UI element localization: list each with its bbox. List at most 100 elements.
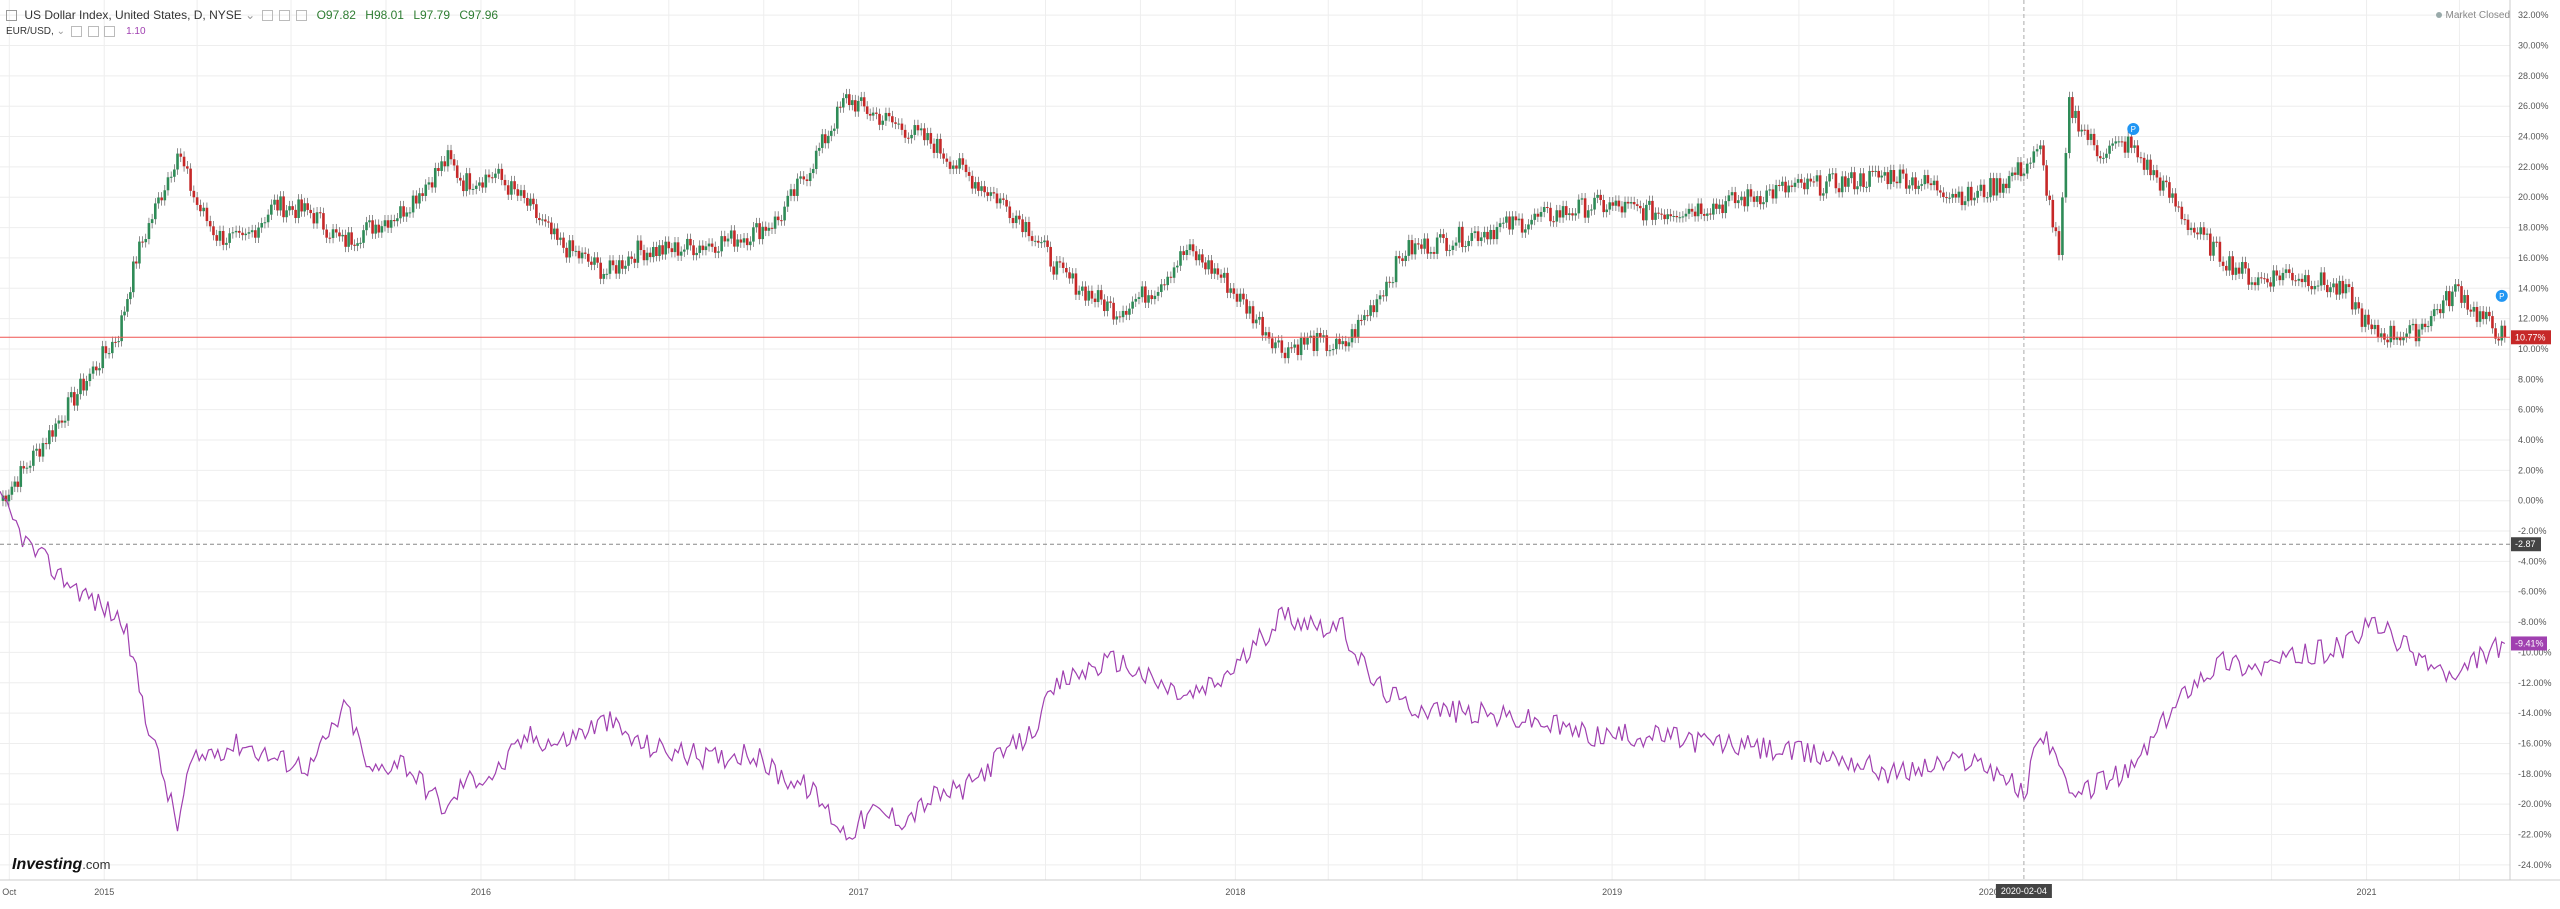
candle-body [1571, 213, 1574, 215]
candle-body [199, 205, 202, 211]
settings-icon[interactable] [279, 10, 290, 21]
y-tick-label: 24.00% [2518, 132, 2549, 142]
candle-body [1911, 177, 1914, 185]
y-tick-label: 4.00% [2518, 435, 2544, 445]
candle-body [384, 220, 387, 226]
candle-body [1345, 341, 1348, 346]
candle-body [1958, 192, 1961, 198]
candle-body [724, 236, 727, 241]
visibility-toggle-icon[interactable] [262, 10, 273, 21]
candle-body [2424, 324, 2427, 327]
candle-body [1186, 250, 1189, 255]
candle-body [578, 251, 581, 258]
y-tick-label: 16.00% [2518, 253, 2549, 263]
candle-body [2149, 160, 2152, 175]
collapse-icon[interactable] [6, 10, 17, 21]
candle-body [1207, 260, 1210, 269]
candle-body [1028, 222, 1031, 236]
compare-close-icon[interactable] [104, 26, 115, 37]
candle-body [955, 165, 958, 168]
y-tick-label: -18.00% [2518, 769, 2552, 779]
candle-body [1034, 241, 1037, 242]
candle-body [2005, 184, 2008, 188]
candle-body [885, 113, 888, 121]
candle-body [2500, 326, 2503, 341]
candle-body [2433, 309, 2436, 316]
candle-body [1850, 172, 1853, 178]
candle-body [254, 230, 257, 237]
candle-body [1493, 230, 1496, 239]
candle-body [2291, 273, 2294, 280]
candle-body [1920, 184, 1923, 186]
candle-body [1455, 243, 1458, 246]
candle-body [2105, 154, 2108, 158]
candle-body [952, 165, 955, 168]
candle-body [144, 239, 147, 242]
candle-body [2130, 137, 2133, 148]
dropdown-chevron-icon[interactable]: ⌄ [245, 8, 255, 22]
compare-dropdown-icon[interactable]: ⌄ [57, 26, 65, 37]
compare-visibility-icon[interactable] [71, 26, 82, 37]
candle-body [930, 133, 933, 144]
candle-body [2048, 196, 2051, 200]
candle-body [2307, 275, 2310, 286]
candle-body [196, 197, 199, 205]
candle-body [2055, 227, 2058, 231]
candle-body [2219, 242, 2222, 262]
candle-body [1877, 171, 1880, 178]
candle-body [1868, 171, 1871, 187]
y-tick-label: -24.00% [2518, 860, 2552, 870]
candle-body [1688, 209, 1691, 214]
candle-body [946, 159, 949, 162]
candle-body [1313, 336, 1316, 351]
candle-body [821, 134, 824, 148]
candle-body [2083, 130, 2086, 131]
candle-body [2168, 182, 2171, 198]
candle-body [2364, 315, 2367, 327]
candle-body [1612, 202, 1615, 205]
close-icon[interactable] [296, 10, 307, 21]
candle-body [1951, 194, 1954, 198]
candle-body [1100, 290, 1103, 299]
main-series-legend: US Dollar Index, United States, D, NYSE … [6, 8, 498, 22]
candle-body [1281, 340, 1284, 352]
candle-body [523, 190, 526, 198]
candle-body [1467, 241, 1470, 246]
candle-body [2298, 279, 2301, 281]
candle-body [1930, 183, 1933, 185]
candle-body [1198, 254, 1201, 260]
candle-body [434, 168, 437, 187]
candle-body [1593, 198, 1596, 210]
candle-body [32, 451, 35, 466]
compare-settings-icon[interactable] [88, 26, 99, 37]
candle-body [1948, 198, 1951, 199]
candle-body [11, 487, 14, 495]
candle-body [335, 229, 338, 232]
candle-body [2096, 145, 2099, 156]
candle-body [774, 217, 777, 229]
candle-body [1071, 273, 1074, 278]
candle-body [910, 135, 913, 138]
candle-body [1874, 171, 1877, 172]
candle-body [2068, 97, 2071, 153]
y-tick-label: 8.00% [2518, 374, 2544, 384]
candle-body [393, 220, 396, 221]
candle-body [2077, 111, 2080, 132]
candle-body [465, 173, 468, 191]
candle-body [238, 231, 241, 233]
candle-body [2228, 256, 2231, 270]
candle-body [359, 243, 362, 244]
candle-body [974, 182, 977, 188]
candle-body [755, 223, 758, 227]
candle-body [1297, 345, 1300, 355]
candle-body [61, 421, 64, 423]
candle-body [1933, 181, 1936, 185]
candle-body [322, 213, 325, 229]
candle-body [649, 253, 652, 257]
candle-body [1223, 273, 1226, 278]
candle-body [513, 181, 516, 189]
candle-body [1461, 227, 1464, 247]
candle-body [2042, 145, 2045, 165]
